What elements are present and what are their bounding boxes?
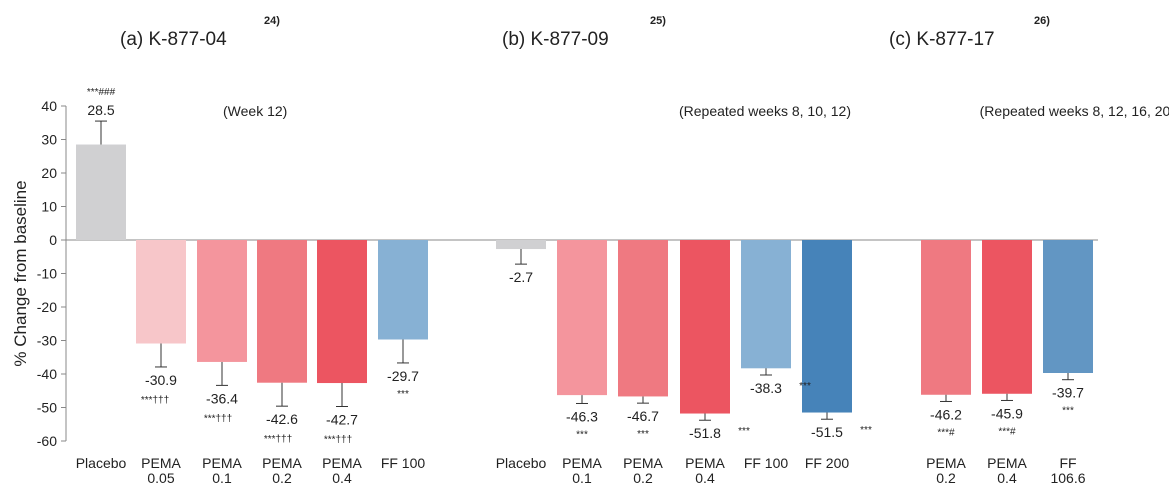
data-label: -42.6 xyxy=(266,411,298,427)
category-label: 0.4 xyxy=(695,470,715,486)
data-label: 28.5 xyxy=(87,102,114,118)
bar xyxy=(76,144,126,240)
panel-note: (Week 12) xyxy=(223,103,287,119)
data-label: -42.7 xyxy=(326,411,358,427)
bar xyxy=(557,240,607,396)
significance-label: *** xyxy=(1062,406,1074,417)
data-label: -2.7 xyxy=(509,269,533,285)
significance-label: *** xyxy=(860,425,872,436)
significance-label: ***### xyxy=(87,87,116,98)
bar xyxy=(496,240,546,250)
data-label: -46.3 xyxy=(566,408,598,424)
panel-reference: 24) xyxy=(264,15,280,27)
significance-label: ***# xyxy=(937,427,955,438)
category-label: 0.2 xyxy=(633,470,653,486)
data-label: -46.7 xyxy=(627,408,659,424)
panel-note: (Repeated weeks 8, 10, 12) xyxy=(679,103,851,119)
category-label: 0.2 xyxy=(272,470,292,486)
significance-label: *** xyxy=(576,429,588,440)
category-label: 0.2 xyxy=(936,470,956,486)
data-label: -46.2 xyxy=(930,406,962,422)
category-label: Placebo xyxy=(496,455,547,471)
bar xyxy=(921,240,971,395)
significance-label: *** xyxy=(637,429,649,440)
category-label: 0.4 xyxy=(332,470,352,486)
y-tick-label: -60 xyxy=(37,433,57,449)
panel-reference: 25) xyxy=(650,15,666,27)
category-label: PEMA xyxy=(987,455,1027,471)
data-label: -39.7 xyxy=(1052,385,1084,401)
y-axis-title: % Change from baseline xyxy=(11,180,30,366)
category-label: 0.1 xyxy=(572,470,592,486)
chart-bars xyxy=(76,120,1093,421)
category-label: 106.6 xyxy=(1050,470,1085,486)
category-label: 0.4 xyxy=(997,470,1017,486)
category-label: PEMA xyxy=(926,455,966,471)
category-label: 0.05 xyxy=(147,470,174,486)
significance-label: ***# xyxy=(998,426,1016,437)
y-tick-label: -30 xyxy=(37,333,57,349)
category-label: Placebo xyxy=(76,455,127,471)
bar xyxy=(680,240,730,414)
panel-title: (c) K-877-17 xyxy=(889,29,995,50)
bar xyxy=(257,240,307,383)
data-label: -51.8 xyxy=(689,425,721,441)
panel-title: (a) K-877-04 xyxy=(120,29,227,50)
y-tick-label: -50 xyxy=(37,400,57,416)
y-tick-label: 0 xyxy=(49,232,57,248)
y-tick-label: 30 xyxy=(41,132,57,148)
data-label: -51.5 xyxy=(811,424,843,440)
significance-label: ***††† xyxy=(324,434,352,445)
category-label: FF 100 xyxy=(381,455,426,471)
significance-label: *** xyxy=(738,426,750,437)
y-tick-label: 20 xyxy=(41,165,57,181)
category-label: PEMA xyxy=(202,455,242,471)
bar xyxy=(197,240,247,362)
data-label: -29.7 xyxy=(387,368,419,384)
category-label: PEMA xyxy=(623,455,663,471)
category-label: PEMA xyxy=(141,455,181,471)
bar xyxy=(378,240,428,340)
panel-note: (Repeated weeks 8, 12, 16, 20, 24) xyxy=(980,103,1169,119)
category-label: FF 100 xyxy=(744,455,789,471)
category-label: PEMA xyxy=(685,455,725,471)
y-tick-label: 40 xyxy=(41,98,57,114)
data-label: -38.3 xyxy=(750,380,782,396)
bar xyxy=(136,240,186,344)
category-label: 0.1 xyxy=(212,470,232,486)
data-label: -45.9 xyxy=(991,405,1023,421)
bar xyxy=(618,240,668,397)
bar xyxy=(982,240,1032,394)
significance-label: *** xyxy=(799,381,811,392)
bar xyxy=(1043,240,1093,373)
y-tick-label: 10 xyxy=(41,199,57,215)
category-label: FF 200 xyxy=(805,455,850,471)
significance-label: *** xyxy=(397,389,409,400)
y-tick-label: -40 xyxy=(37,366,57,382)
category-label: FF xyxy=(1059,455,1076,471)
category-label: PEMA xyxy=(562,455,602,471)
bar xyxy=(317,240,367,384)
y-tick-label: -10 xyxy=(37,266,57,282)
significance-label: ***††† xyxy=(141,395,169,406)
chart-labels: (a) K-877-04 24) (Week 12) 28.5 ***### Placeb… xyxy=(76,15,1169,486)
panel-title: (b) K-877-09 xyxy=(502,29,609,50)
category-label: PEMA xyxy=(262,455,302,471)
panel-reference: 26) xyxy=(1034,15,1050,27)
bar xyxy=(741,240,791,369)
bar xyxy=(802,240,852,413)
data-label: -30.9 xyxy=(145,372,177,388)
significance-label: ***††† xyxy=(264,434,292,445)
category-label: PEMA xyxy=(322,455,362,471)
data-label: -36.4 xyxy=(206,390,238,406)
y-tick-label: -20 xyxy=(37,299,57,315)
significance-label: ***††† xyxy=(204,413,232,424)
